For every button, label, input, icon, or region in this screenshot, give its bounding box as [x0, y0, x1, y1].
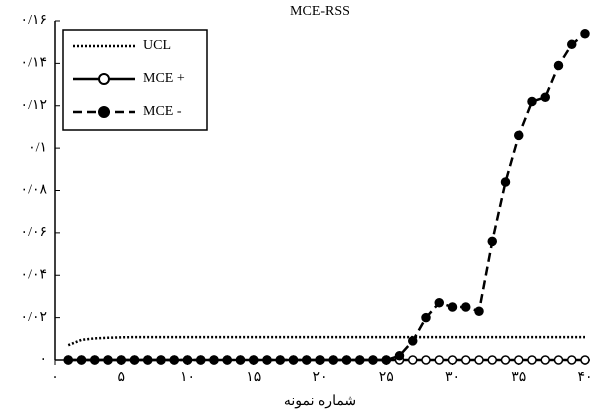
- point: [461, 355, 471, 365]
- y-tick-label: ۰/۱۲: [21, 98, 47, 113]
- point: [408, 336, 418, 346]
- x-tick-label: ۵: [117, 370, 125, 385]
- y-tick-label: ۰/۱: [28, 140, 47, 155]
- point: [553, 355, 564, 365]
- point: [143, 355, 153, 365]
- point: [580, 28, 590, 39]
- point: [500, 177, 511, 187]
- point: [249, 355, 259, 365]
- point: [447, 355, 458, 365]
- point: [394, 351, 405, 361]
- point: [103, 355, 113, 365]
- point: [447, 302, 458, 312]
- point: [156, 355, 166, 365]
- point: [434, 355, 444, 365]
- x-tick-label: ۴۰: [577, 370, 592, 385]
- point: [487, 355, 497, 365]
- point: [76, 355, 87, 365]
- x-tick-label: ۱۵: [246, 370, 261, 385]
- y-tick-label: ۰/۱۴: [21, 56, 47, 71]
- point: [381, 355, 391, 365]
- point: [421, 355, 431, 365]
- point: [567, 355, 577, 365]
- point: [553, 60, 564, 71]
- x-tick-label: ۲۰: [312, 370, 327, 385]
- point: [328, 355, 338, 365]
- point: [368, 355, 378, 365]
- point: [500, 355, 511, 365]
- point: [527, 96, 537, 107]
- legend-marker: [98, 106, 110, 118]
- x-tick-label: ۱۰: [180, 370, 195, 385]
- y-tick-label: ۰/۱۶: [21, 13, 47, 28]
- series-line: [67, 335, 585, 347]
- point: [288, 355, 299, 365]
- point: [129, 355, 140, 365]
- point: [567, 39, 577, 50]
- x-tick-label: ۳۵: [511, 370, 526, 385]
- point: [527, 355, 537, 365]
- legend-marker: [98, 73, 110, 85]
- point: [235, 355, 246, 365]
- point: [514, 355, 524, 365]
- point: [262, 355, 272, 365]
- point: [196, 355, 206, 365]
- chart-title: MCE-RSS: [290, 4, 350, 19]
- legend-label: MCE +: [143, 71, 185, 86]
- y-tick-label: ۰: [39, 352, 47, 367]
- x-tick-label: ۲۵: [379, 370, 394, 385]
- y-tick-label: ۰/۰۸: [21, 183, 48, 198]
- point: [315, 355, 325, 365]
- point: [421, 312, 431, 323]
- point: [355, 355, 365, 365]
- y-tick-label: ۰/۰۶: [21, 225, 47, 240]
- x-axis-label: شماره نمونه: [284, 394, 356, 409]
- legend-label: MCE -: [143, 104, 182, 119]
- point: [514, 130, 524, 141]
- series-line: [68, 32, 586, 362]
- point: [580, 355, 590, 365]
- x-tick-label: ۰: [51, 370, 59, 385]
- point: [408, 355, 418, 365]
- point: [434, 298, 444, 308]
- x-tick-label: ۳۰: [445, 370, 460, 385]
- point: [209, 355, 219, 365]
- point: [474, 355, 484, 365]
- point: [341, 355, 352, 365]
- y-tick-label: ۰/۰۴: [21, 267, 47, 282]
- point: [63, 355, 73, 365]
- point: [222, 355, 232, 365]
- point: [487, 236, 497, 247]
- legend-label: UCL: [143, 38, 171, 53]
- point: [275, 355, 285, 365]
- point: [540, 355, 550, 365]
- point: [474, 306, 484, 317]
- y-tick-label: ۰/۰۲: [21, 310, 47, 325]
- point: [461, 302, 471, 312]
- point: [116, 355, 126, 365]
- point: [182, 355, 193, 365]
- point: [90, 355, 100, 365]
- point: [302, 355, 312, 365]
- point: [540, 92, 550, 103]
- point: [169, 355, 179, 365]
